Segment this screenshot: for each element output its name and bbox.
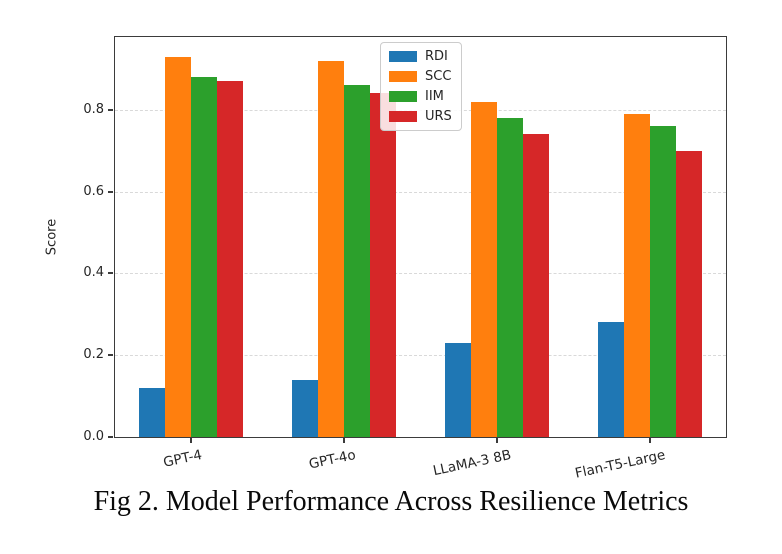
bar-urs-1 [370, 93, 397, 437]
bar-iim-0 [191, 77, 218, 437]
bar-rdi-0 [139, 387, 166, 437]
legend-item-urs: URS [389, 109, 453, 124]
legend-label-rdi: RDI [425, 49, 448, 64]
bar-rdi-2 [444, 342, 471, 437]
gridline [115, 191, 726, 193]
legend-label-urs: URS [425, 109, 452, 124]
y-tick-mark [108, 272, 113, 275]
legend-label-iim: IIM [425, 89, 444, 104]
x-tick-label: GPT-4 [162, 447, 204, 471]
x-tick-mark [190, 438, 193, 443]
legend-swatch-iim [389, 91, 417, 102]
bar-iim-3 [649, 126, 676, 437]
y-tick-label: 0.4 [83, 265, 104, 281]
bar-urs-0 [217, 81, 244, 437]
bar-scc-3 [623, 113, 650, 437]
y-tick-mark [108, 108, 113, 111]
bar-iim-2 [496, 117, 523, 437]
legend-label-scc: SCC [425, 69, 452, 84]
bar-scc-0 [165, 56, 192, 437]
legend-swatch-rdi [389, 51, 417, 62]
x-tick-label: Flan-T5-Large [573, 447, 667, 482]
x-tick-mark [648, 438, 651, 443]
bar-scc-1 [318, 60, 345, 437]
figure-caption: Fig 2. Model Performance Across Resilien… [93, 486, 689, 517]
bar-rdi-1 [292, 379, 319, 437]
bar-rdi-3 [597, 322, 624, 437]
legend-item-scc: SCC [389, 69, 453, 84]
y-tick-label: 0.6 [83, 183, 104, 199]
bar-urs-3 [675, 150, 702, 437]
y-tick-mark [108, 354, 113, 357]
legend-swatch-urs [389, 111, 417, 122]
y-tick-mark [108, 190, 113, 193]
x-tick-label: GPT-4o [307, 447, 358, 473]
legend: RDI SCC IIM URS [380, 42, 462, 131]
legend-item-iim: IIM [389, 89, 453, 104]
legend-item-rdi: RDI [389, 49, 453, 64]
y-tick-label: 0.2 [83, 347, 104, 363]
gridline [115, 273, 726, 275]
y-tick-label: 0.8 [83, 101, 104, 117]
y-tick-mark [108, 436, 113, 438]
y-tick-label: 0.0 [83, 429, 104, 444]
legend-swatch-scc [389, 71, 417, 82]
x-tick-mark [343, 438, 346, 443]
bar-urs-2 [522, 134, 549, 437]
x-tick-mark [495, 438, 498, 443]
y-axis-title: Score [44, 218, 60, 256]
bar-iim-1 [344, 85, 371, 437]
gridline [115, 355, 726, 357]
x-tick-label: LLaMA-3 8B [431, 447, 513, 480]
bar-scc-2 [470, 101, 497, 437]
